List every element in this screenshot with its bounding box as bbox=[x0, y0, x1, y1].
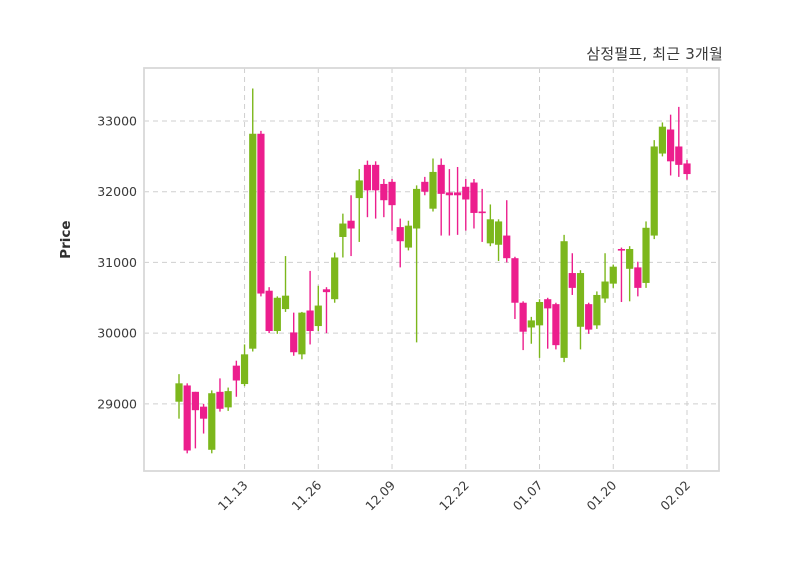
candle-body bbox=[527, 320, 535, 328]
candle-body bbox=[658, 126, 667, 154]
candle-body bbox=[511, 258, 519, 303]
candle-body bbox=[626, 248, 634, 269]
candle-body bbox=[470, 182, 478, 213]
candle-body bbox=[617, 248, 626, 251]
candle-body bbox=[240, 354, 249, 385]
candle-body bbox=[257, 133, 265, 294]
candle-body bbox=[396, 227, 404, 242]
candle-body bbox=[363, 164, 372, 191]
candle-body bbox=[519, 302, 527, 332]
candle-body bbox=[494, 221, 503, 245]
candle-body bbox=[552, 304, 560, 346]
candle-body bbox=[486, 219, 494, 244]
candle-body bbox=[535, 302, 544, 326]
candle-body bbox=[249, 133, 257, 349]
candle-body bbox=[322, 289, 331, 293]
candle-body bbox=[355, 180, 363, 199]
candle-body bbox=[503, 235, 511, 259]
candle-body bbox=[675, 146, 683, 165]
candle-body bbox=[413, 188, 421, 229]
y-tick-label: 31000 bbox=[97, 255, 137, 270]
x-tick-label: 12.22 bbox=[436, 478, 472, 514]
candle-body bbox=[298, 312, 306, 355]
x-tick-label: 11.13 bbox=[215, 478, 251, 514]
candle-body bbox=[544, 299, 552, 309]
x-tick-label: 01.20 bbox=[583, 477, 619, 513]
candle-body bbox=[593, 294, 601, 326]
candle-body bbox=[191, 391, 199, 411]
candle-body bbox=[585, 304, 593, 330]
x-tick-label: 12.09 bbox=[362, 477, 398, 513]
candle-body bbox=[339, 223, 347, 237]
candle-body bbox=[232, 365, 240, 381]
candle-body bbox=[462, 186, 470, 200]
candle-body bbox=[667, 129, 675, 162]
candle-body bbox=[290, 332, 298, 353]
candle-body bbox=[388, 181, 396, 206]
candle-body bbox=[601, 281, 609, 299]
candle-body bbox=[208, 393, 216, 450]
candle-body bbox=[609, 266, 617, 284]
y-tick-label: 30000 bbox=[97, 326, 137, 341]
candle-body bbox=[314, 305, 322, 327]
candle-body bbox=[224, 391, 232, 408]
y-tick-label: 33000 bbox=[97, 114, 137, 129]
y-tick-label: 29000 bbox=[97, 396, 137, 411]
chart-title: 삼정펄프, 최근 3개월 bbox=[586, 45, 723, 63]
candle-body bbox=[453, 192, 462, 196]
x-tick-label: 01.07 bbox=[510, 478, 546, 514]
candle-body bbox=[478, 211, 486, 214]
candle-body bbox=[331, 257, 339, 300]
candle-body bbox=[445, 192, 453, 196]
candle-body bbox=[683, 163, 691, 175]
candle-body bbox=[175, 383, 183, 402]
candle-body bbox=[568, 273, 576, 288]
candle-body bbox=[281, 295, 290, 310]
candle-body bbox=[380, 183, 388, 201]
candle-body bbox=[372, 164, 380, 191]
x-tick-label: 11.26 bbox=[288, 477, 324, 513]
candle-body bbox=[642, 227, 650, 283]
candle-body bbox=[347, 220, 355, 229]
x-tick-label: 02.02 bbox=[657, 478, 693, 514]
candle-body bbox=[560, 241, 568, 358]
candle-body bbox=[634, 267, 642, 288]
candle-body bbox=[650, 146, 658, 236]
candle-body bbox=[429, 171, 437, 209]
candle-body bbox=[576, 273, 585, 327]
candle-body bbox=[437, 164, 445, 194]
plot-frame bbox=[143, 67, 720, 472]
candle-body bbox=[265, 290, 273, 332]
candle-body bbox=[404, 225, 413, 248]
y-tick-label: 32000 bbox=[97, 184, 137, 199]
candle-body bbox=[183, 385, 191, 451]
candle-body bbox=[273, 297, 281, 332]
candle-body bbox=[421, 181, 429, 192]
candle-body bbox=[306, 310, 314, 332]
candle-body bbox=[216, 391, 224, 409]
candle-body bbox=[199, 406, 208, 419]
